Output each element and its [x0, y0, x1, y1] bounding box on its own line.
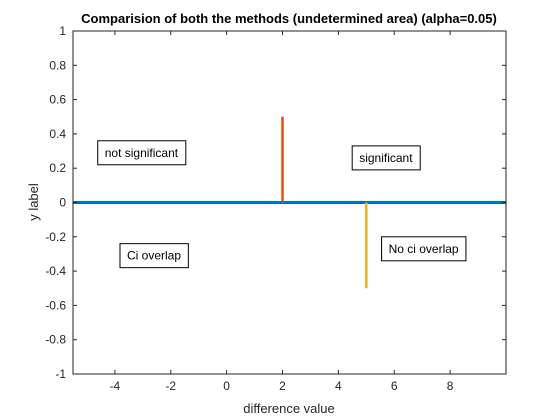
- annotation-text: Ci overlap: [127, 249, 181, 263]
- y-tick-label: 0.6: [49, 93, 66, 107]
- x-tick-label: -2: [165, 379, 176, 393]
- x-tick-label: 8: [447, 379, 454, 393]
- y-axis-label: y label: [26, 183, 41, 221]
- annotation-text: significant: [359, 151, 413, 165]
- annotation-text: not significant: [105, 146, 179, 160]
- x-tick-label: 6: [391, 379, 398, 393]
- annotation-box: significant: [351, 145, 421, 171]
- y-tick-label: -0.2: [45, 230, 66, 244]
- y-tick-label: 0.8: [49, 58, 66, 72]
- x-axis-label: difference value: [243, 401, 335, 416]
- annotation-border: [97, 140, 187, 166]
- y-tick-label: 1: [59, 24, 66, 38]
- annotation-border: [351, 145, 421, 171]
- annotation-text: No ci overlap: [389, 242, 459, 256]
- y-tick-label: 0.4: [49, 127, 66, 141]
- x-tick-label: 2: [279, 379, 286, 393]
- series-layer: [73, 116, 506, 289]
- axes-layer: -4 -2 0 2 4 6 8 -1 -0.8 -0.6 -0.4 -0.2 0 0.2 0.4 0.6 0.8…: [45, 24, 507, 393]
- annotation-border: [119, 243, 189, 269]
- y-tick-label: -0.8: [45, 333, 66, 347]
- y-tick-label: 0: [59, 196, 66, 210]
- annotation-border: [381, 236, 467, 262]
- y-tick-label: -0.6: [45, 298, 66, 312]
- y-tick-label: -1: [55, 367, 66, 381]
- x-tick-label: -4: [110, 379, 121, 393]
- y-tick-label: 0.2: [49, 161, 66, 175]
- x-tick-label: 4: [335, 379, 342, 393]
- annotation-box: Ci overlap: [119, 243, 189, 269]
- y-tick-label: -0.4: [45, 264, 66, 278]
- annotation-box: not significant: [97, 140, 187, 166]
- x-tick-label: 0: [223, 379, 230, 393]
- annotation-layer: not significant significant Ci overlap No c…: [97, 140, 467, 269]
- annotation-box: No ci overlap: [381, 236, 467, 262]
- chart-title: Comparision of both the methods (undeter…: [81, 11, 497, 26]
